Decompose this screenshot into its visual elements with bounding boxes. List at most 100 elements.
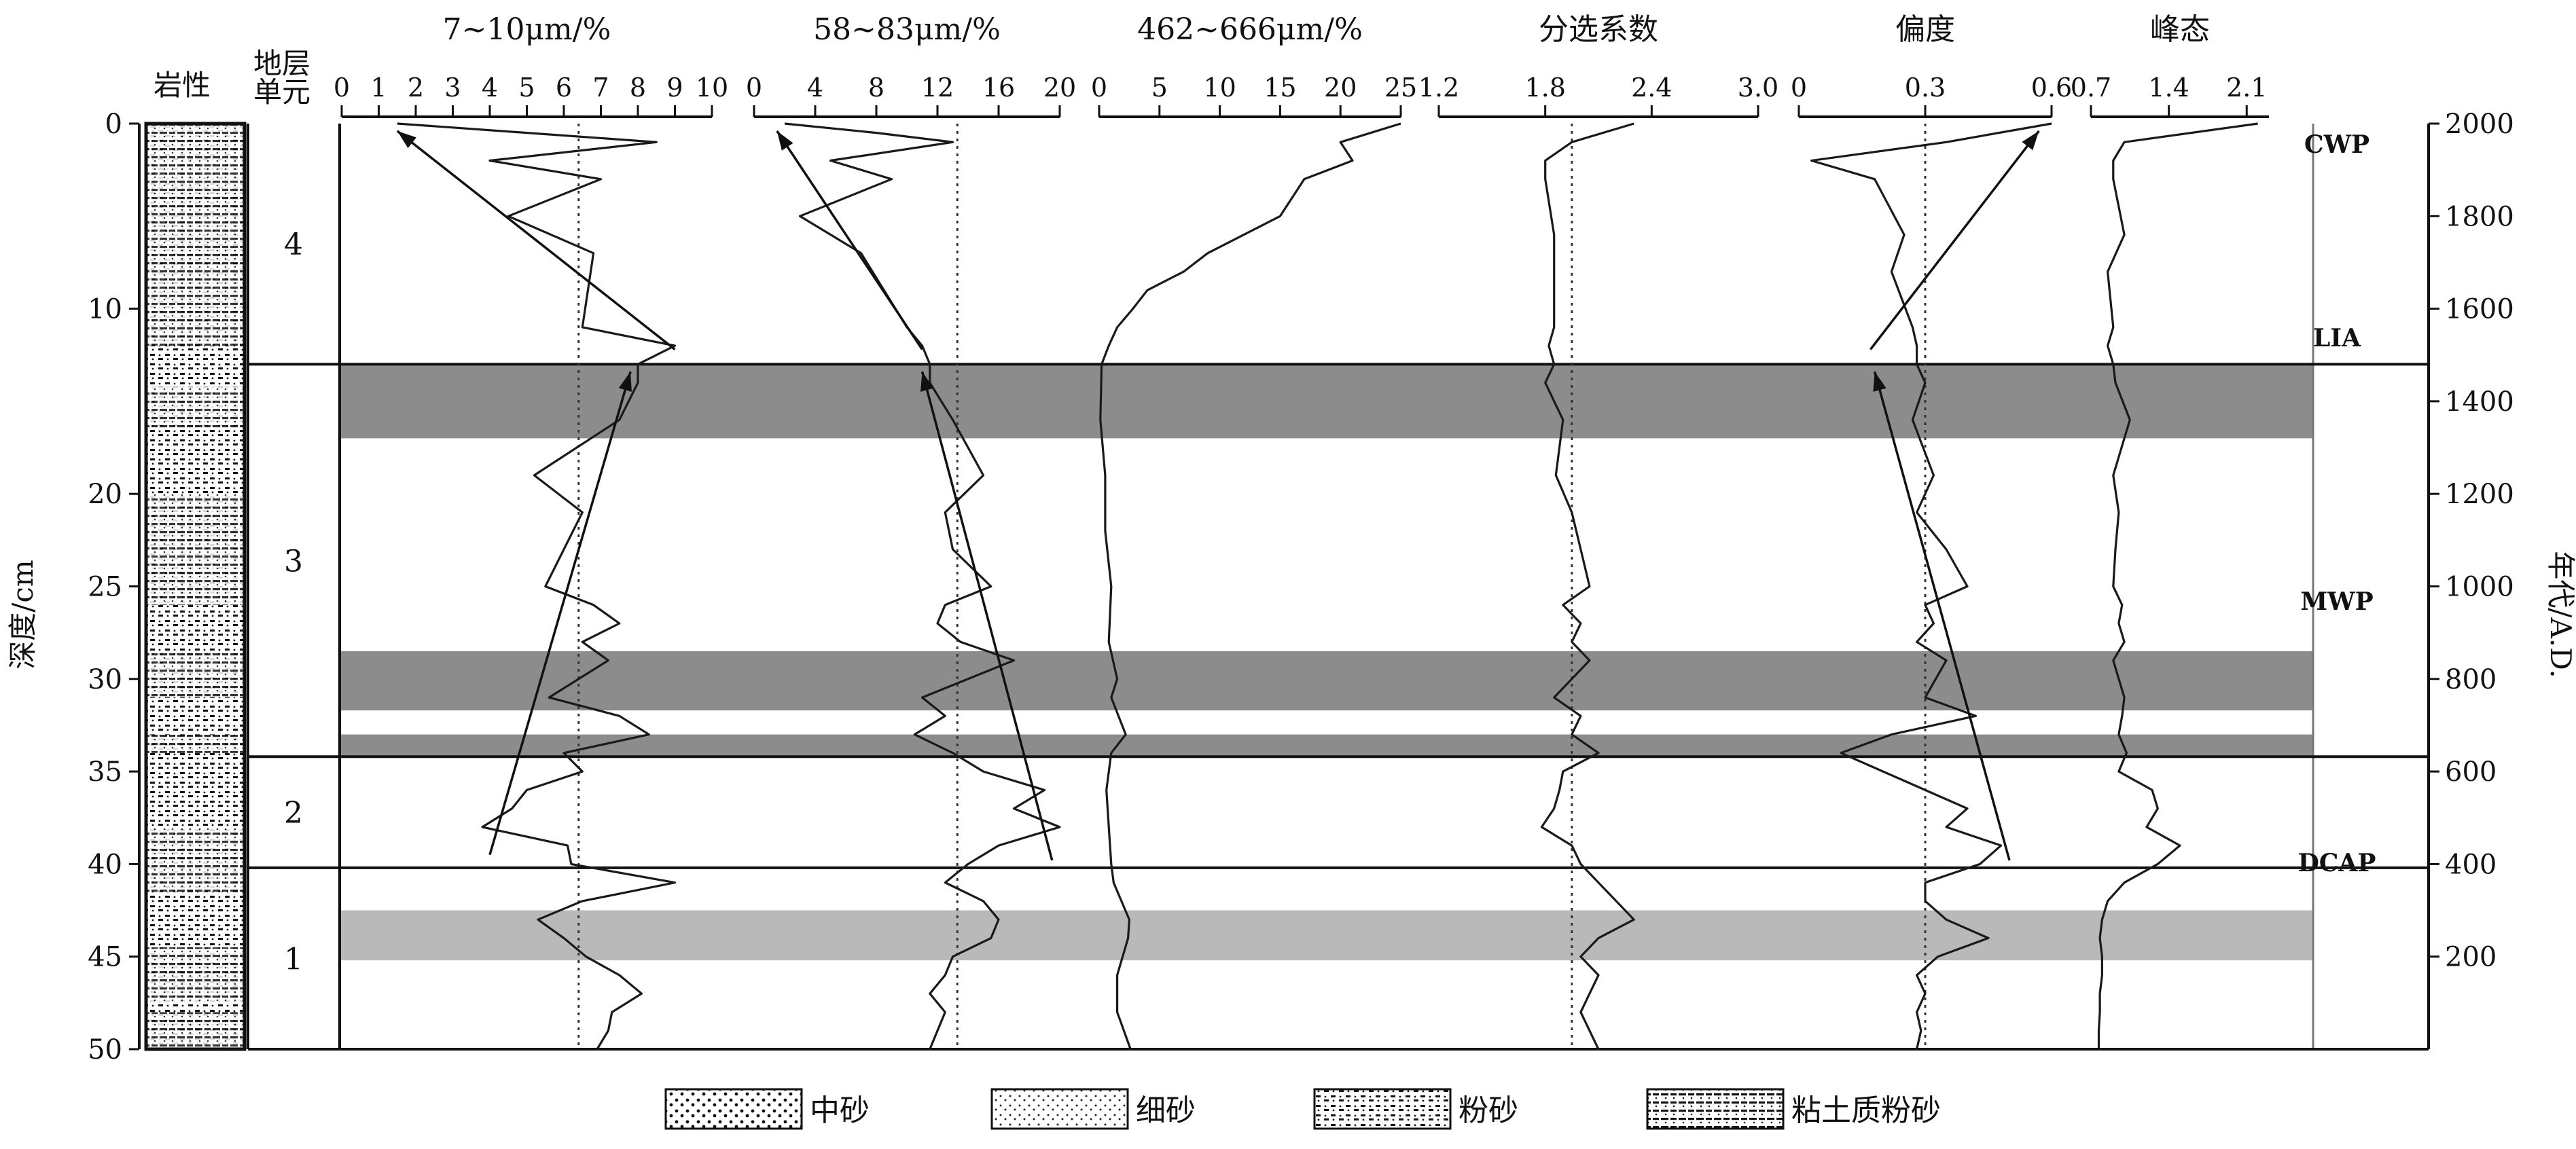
age-tick-label-1200: 1200 — [2445, 479, 2514, 510]
period-label-dcap: DCAP — [2298, 849, 2376, 877]
panel-1-tick-label-12: 12 — [921, 73, 954, 103]
depth-tick-label-50: 50 — [88, 1034, 122, 1065]
age-tick-label-800: 800 — [2445, 664, 2497, 695]
panel-4: 偏度 0 0.3 0.6 — [1791, 12, 2072, 1050]
panel-5: 峰态 0.7 1.4 2.1 — [2071, 12, 2269, 1049]
lithology-column — [144, 122, 247, 1051]
legend-swatch-clayey-silt — [1646, 1088, 1785, 1130]
panel-3-tick-label-1-8: 1.8 — [1524, 73, 1565, 103]
age-tick-label-200: 200 — [2445, 942, 2497, 973]
panel-3-series-line — [1540, 122, 1635, 1050]
panel-4-tick-label-0: 0 — [1791, 73, 1807, 103]
panel-1-title: 58~83μm/% — [813, 12, 1001, 47]
panel-2: 462~666μm/% 0 5 10 15 20 25 — [1091, 12, 1417, 1050]
period-label-cwp: CWP — [2304, 130, 2369, 159]
stratigraphic-units: 4 3 2 1 — [247, 124, 2429, 1051]
panel-5-tick-label-0-7: 0.7 — [2071, 73, 2111, 103]
panel-4-trend-line-1 — [1873, 371, 2011, 861]
panel-0-title: 7~10μm/% — [443, 12, 611, 47]
lithology-header: 岩性 — [154, 69, 211, 102]
panel-1-tick-label-20: 20 — [1043, 73, 1076, 103]
panel-2-tick-label-5: 5 — [1151, 73, 1168, 103]
panel-5-tick-label-2-1: 2.1 — [2226, 73, 2267, 103]
age-tick-label-1000: 1000 — [2445, 572, 2514, 603]
panel-0-tick-label-5: 5 — [518, 73, 535, 103]
depth-tick-label-25: 25 — [88, 572, 122, 603]
unit-label-3: 3 — [284, 544, 303, 579]
unit-label-4: 4 — [284, 227, 303, 262]
panel-2-tick-label-15: 15 — [1264, 73, 1296, 103]
panel-1-tick-label-16: 16 — [982, 73, 1015, 103]
depth-tick-label-40: 40 — [88, 849, 122, 880]
depth-tick-label-45: 45 — [88, 942, 122, 973]
lithology-clay-seg-1 — [146, 386, 245, 429]
lithology-clay-seg-6 — [146, 947, 245, 1003]
unit-header-line1: 地层 — [253, 47, 310, 80]
lithology-clay-seg-7 — [146, 1012, 245, 1049]
panel-0-trend-line-1 — [488, 371, 632, 856]
panel-0-tick-label-3: 3 — [444, 73, 461, 103]
panel-0-series-line — [397, 122, 677, 1050]
panel-5-tick-label-1-4: 1.4 — [2148, 73, 2189, 103]
age-tick-label-1600: 1600 — [2445, 294, 2514, 325]
panel-0-tick-label-9: 9 — [666, 73, 683, 103]
depth-tick-label-20: 20 — [88, 479, 122, 510]
lithology-clay-seg-5 — [146, 826, 245, 892]
panel-4-series-line — [1810, 122, 2052, 1050]
panel-0-trend-line-0 — [396, 130, 676, 350]
lithology-border — [144, 122, 247, 1051]
panel-2-tick-label-20: 20 — [1324, 73, 1357, 103]
panel-0-tick-label-0: 0 — [334, 73, 350, 103]
panel-4-trend-arrowhead-0 — [2022, 130, 2039, 151]
panel-5-title: 峰态 — [2150, 12, 2210, 47]
panel-0-tick-label-1: 1 — [370, 73, 387, 103]
panel-3: 分选系数 1.2 1.8 2.4 3.0 — [1418, 12, 1778, 1050]
age-axis: 2000 1800 1600 1400 1200 1000 800 600 400 200 — [2427, 109, 2514, 1049]
legend-label-silt: 粉砂 — [1459, 1093, 1518, 1128]
age-tick-label-1400: 1400 — [2445, 386, 2514, 418]
age-tick-label-600: 600 — [2445, 756, 2497, 788]
panel-3-tick-label-3-0: 3.0 — [1738, 73, 1778, 103]
age-tick-label-1800: 1800 — [2445, 201, 2514, 232]
panel-3-tick-label-2-4: 2.4 — [1631, 73, 1672, 103]
lithology-clay-seg-0 — [146, 124, 245, 346]
panel-5-series-line — [2097, 122, 2258, 1049]
lithology-clay-seg-3 — [146, 651, 245, 698]
age-axis-title: 年代/A.D. — [2544, 551, 2576, 678]
panel-0-tick-label-7: 7 — [592, 73, 609, 103]
legend-swatch-silt — [1313, 1088, 1452, 1130]
depth-axis: 0 10 20 25 30 35 40 45 50 — [88, 109, 141, 1065]
panel-2-series-line — [1099, 122, 1401, 1050]
lithology-clay-seg-2 — [146, 494, 245, 605]
panel-1: 58~83μm/% 0 4 8 12 16 20 — [746, 12, 1076, 1050]
period-label-lia: LIA — [2313, 324, 2361, 352]
panel-4-trend-arrowhead-1 — [1873, 371, 1886, 392]
legend-swatch-fine-sand — [990, 1088, 1129, 1130]
panel-1-trend-line-0 — [776, 130, 923, 350]
lithology-clay-seg-4 — [146, 734, 245, 753]
panel-4-tick-label-0-3: 0.3 — [1905, 73, 1946, 103]
unit-label-2: 2 — [284, 796, 303, 831]
depth-tick-label-10: 10 — [88, 294, 122, 325]
panel-2-tick-label-0: 0 — [1091, 73, 1107, 103]
unit-label-1: 1 — [284, 942, 303, 977]
panel-0-trend-arrowhead-0 — [397, 130, 416, 149]
panel-1-trend-arrowhead-0 — [776, 130, 793, 151]
panel-3-tick-label-1-2: 1.2 — [1418, 73, 1459, 103]
panel-4-tick-label-0-6: 0.6 — [2031, 73, 2072, 103]
panel-2-title: 462~666μm/% — [1137, 12, 1363, 47]
panel-0-trend-arrowhead-1 — [618, 371, 632, 392]
depth-tick-label-30: 30 — [88, 664, 122, 695]
age-tick-label-2000: 2000 — [2445, 109, 2514, 140]
panel-4-title: 偏度 — [1895, 12, 1955, 47]
panel-0-tick-label-6: 6 — [556, 73, 572, 103]
legend-label-fine-sand: 细砂 — [1136, 1093, 1196, 1128]
shaded-interval-2 — [340, 734, 2313, 757]
panel-1-tick-label-8: 8 — [868, 73, 884, 103]
panel-1-trend-arrowhead-1 — [920, 371, 934, 392]
shaded-intervals — [340, 364, 2313, 961]
panel-1-trend-line-1 — [920, 371, 1054, 861]
panel-4-trend-line-0 — [1870, 130, 2040, 350]
